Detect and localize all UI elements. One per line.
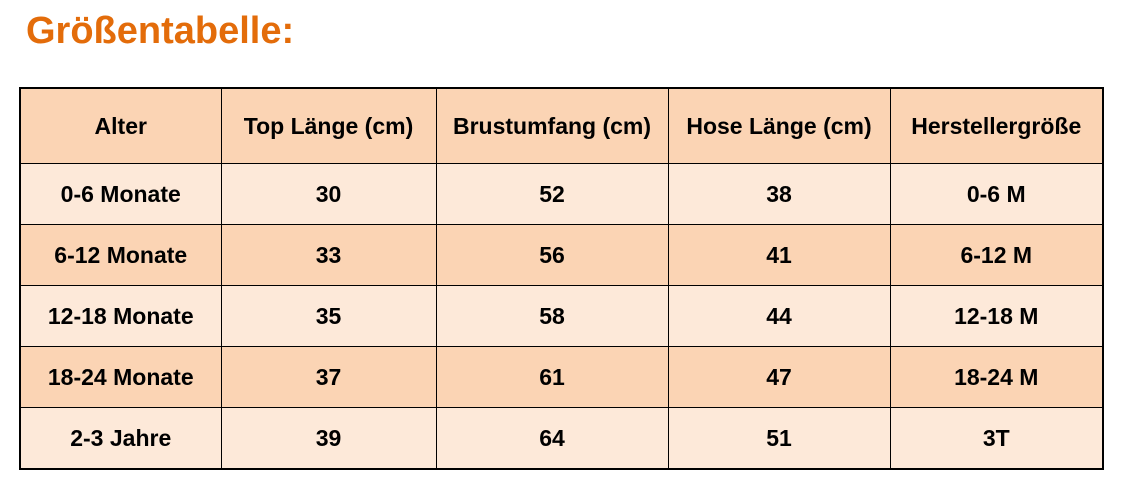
column-header: Alter [19, 87, 222, 164]
table-cell: 33 [220, 224, 437, 286]
table-cell: 6-12 M [889, 224, 1104, 286]
table-cell: 56 [435, 224, 669, 286]
table-cell: 52 [435, 163, 669, 225]
column-header: Herstellergröße [889, 87, 1104, 164]
table-cell: 6-12 Monate [19, 224, 222, 286]
table-header-row: Alter Top Länge (cm) Brustumfang (cm) Hose … [19, 87, 1104, 164]
table-cell: 12-18 Monate [19, 285, 222, 347]
table-row: 12-18 Monate 35 58 44 12-18 M [19, 285, 1104, 347]
column-header: Hose Länge (cm) [667, 87, 891, 164]
table-cell: 47 [667, 346, 891, 408]
table-cell: 35 [220, 285, 437, 347]
table-cell: 3T [889, 407, 1104, 470]
table-cell: 44 [667, 285, 891, 347]
column-header: Brustumfang (cm) [435, 87, 669, 164]
table-cell: 12-18 M [889, 285, 1104, 347]
table-cell: 64 [435, 407, 669, 470]
table-cell: 0-6 Monate [19, 163, 222, 225]
size-table: Alter Top Länge (cm) Brustumfang (cm) Hose … [19, 87, 1104, 470]
table-row: 6-12 Monate 33 56 41 6-12 M [19, 224, 1104, 286]
table-cell: 51 [667, 407, 891, 470]
table-cell: 30 [220, 163, 437, 225]
table-cell: 41 [667, 224, 891, 286]
table-row: 18-24 Monate 37 61 47 18-24 M [19, 346, 1104, 408]
table-cell: 61 [435, 346, 669, 408]
table-cell: 39 [220, 407, 437, 470]
table-cell: 18-24 M [889, 346, 1104, 408]
table-cell: 18-24 Monate [19, 346, 222, 408]
table-cell: 37 [220, 346, 437, 408]
table-cell: 38 [667, 163, 891, 225]
table-row: 0-6 Monate 30 52 38 0-6 M [19, 163, 1104, 225]
column-header: Top Länge (cm) [220, 87, 437, 164]
page-title: Größentabelle: [26, 10, 295, 52]
table-row: 2-3 Jahre 39 64 51 3T [19, 407, 1104, 470]
table-cell: 0-6 M [889, 163, 1104, 225]
table-cell: 58 [435, 285, 669, 347]
table-cell: 2-3 Jahre [19, 407, 222, 470]
